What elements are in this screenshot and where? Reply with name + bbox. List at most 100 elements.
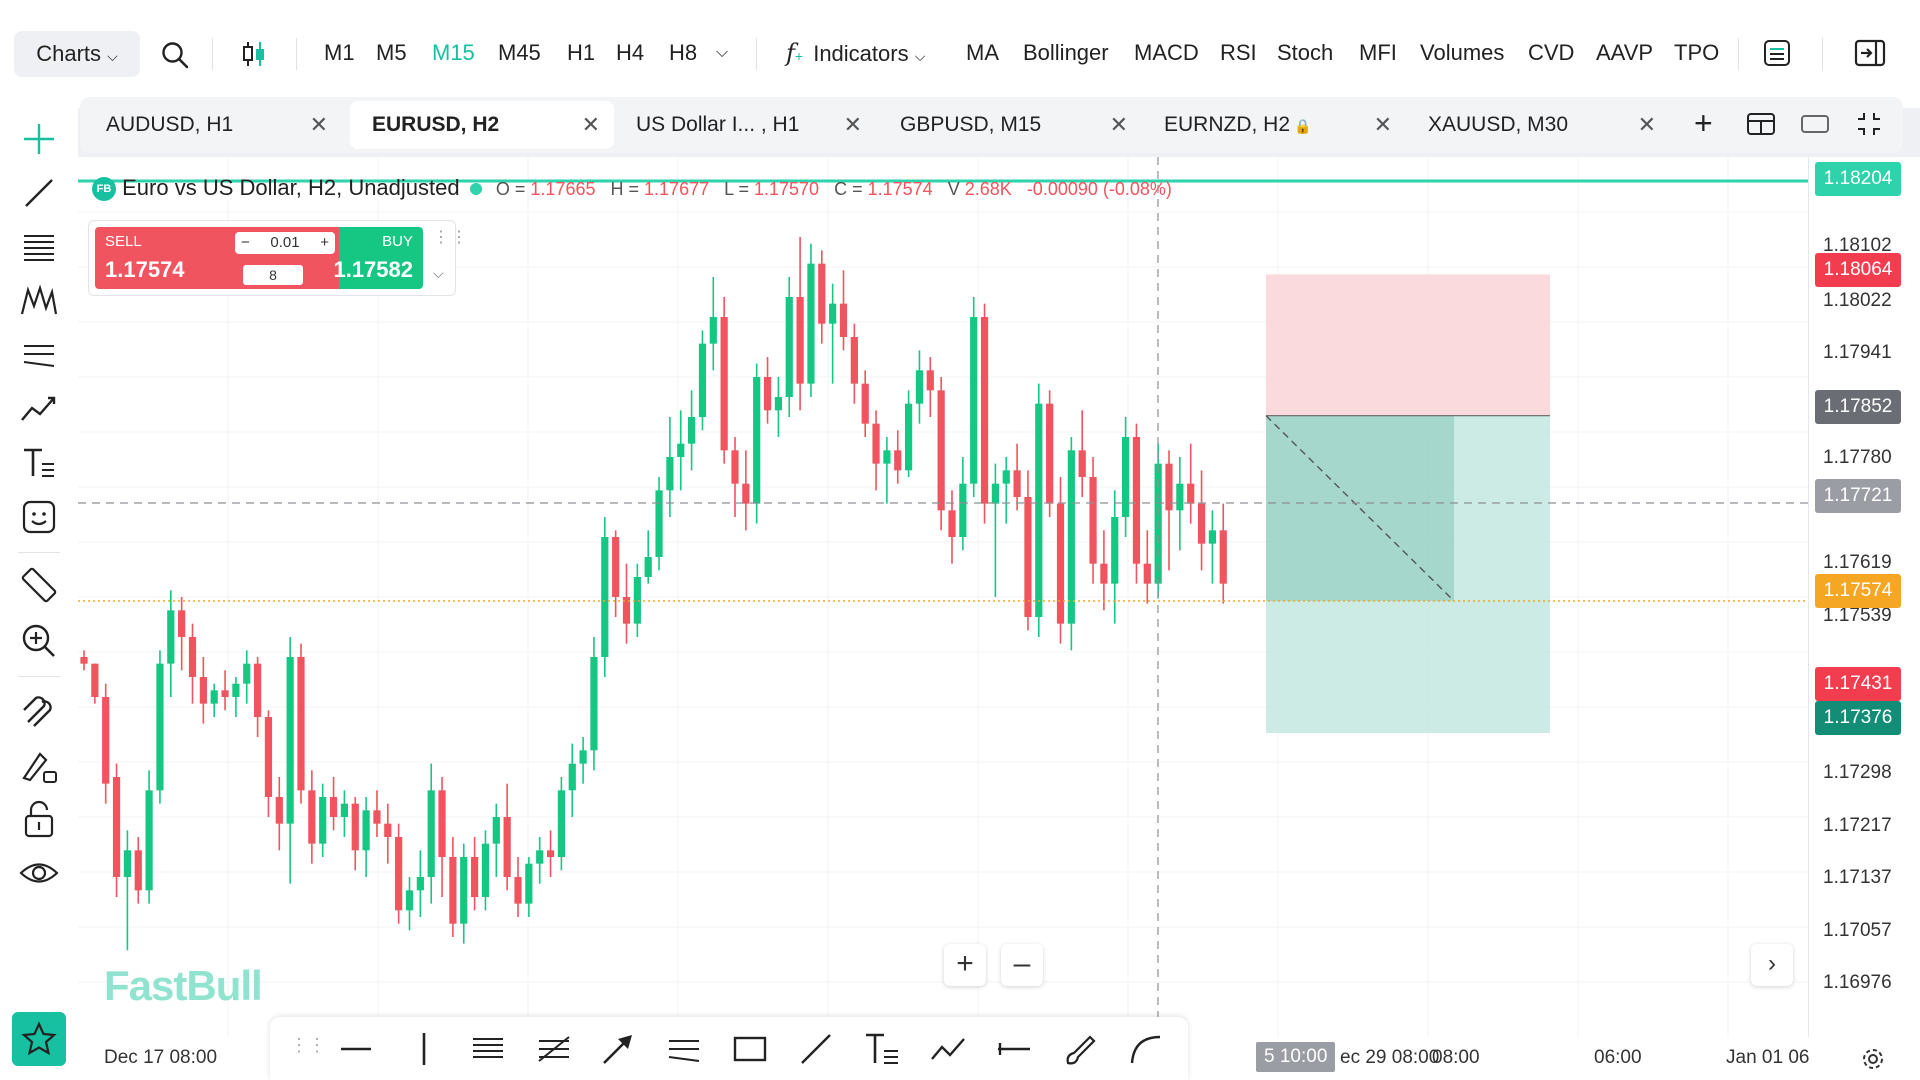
candle-body <box>1208 530 1216 544</box>
vertical-line-icon[interactable] <box>406 1031 442 1067</box>
stop-loss-price-badge: 1.18064 <box>1815 253 1901 287</box>
fibonacci-icon[interactable] <box>470 1031 506 1067</box>
tab-audusd-h1[interactable]: AUDUSD, H1 ✕ <box>84 101 342 149</box>
tab-eurnzd-h2[interactable]: EURNZD, H2 🔒 ✕ <box>1142 101 1406 149</box>
timeframe-h8[interactable]: H8 <box>669 40 698 65</box>
indicator-mfi[interactable]: MFI <box>1359 40 1397 65</box>
tab-label: EURNZD, H2 <box>1164 113 1291 136</box>
indicator-macd[interactable]: MACD <box>1134 40 1199 65</box>
favorites-button[interactable] <box>12 1012 66 1066</box>
path-icon[interactable] <box>930 1031 966 1067</box>
tab-us-dollar-index-h1[interactable]: US Dollar I... , H1 ✕ <box>614 101 876 149</box>
trend-line-icon[interactable] <box>798 1031 834 1067</box>
chart-area[interactable]: FB Euro vs US Dollar, H2, Unadjusted O =… <box>78 157 1808 1037</box>
lot-stepper[interactable]: − 0.01 + <box>235 232 335 254</box>
zoom-in-button[interactable]: + <box>944 944 986 986</box>
text-tool-icon[interactable] <box>864 1031 900 1067</box>
candle-body <box>991 483 999 504</box>
path-icon[interactable] <box>16 386 62 432</box>
tab-gbpusd-m15[interactable]: GBPUSD, M15 ✕ <box>878 101 1142 149</box>
emoji-sticker-icon[interactable] <box>16 494 62 540</box>
scroll-right-button[interactable]: › <box>1751 944 1793 986</box>
buy-button[interactable]: BUY 1.17582 <box>333 227 423 289</box>
minus-icon[interactable]: − <box>241 234 250 251</box>
candle-body <box>1024 497 1032 617</box>
sell-button[interactable]: SELL 1.17574 <box>95 227 229 289</box>
chevron-down-icon[interactable]: ⌵ <box>433 265 444 281</box>
indicators-button[interactable]: f+ Indicators ⌵ <box>786 39 926 67</box>
timeframe-h1[interactable]: H1 <box>567 40 596 65</box>
high-label: H = <box>610 179 640 199</box>
search-icon[interactable] <box>160 40 190 70</box>
red-price-badge: 1.17431 <box>1815 667 1901 701</box>
unlock-icon[interactable] <box>16 796 62 842</box>
indicator-volumes[interactable]: Volumes <box>1420 40 1505 65</box>
candle-body <box>416 877 424 891</box>
price-label: 1.17941 <box>1823 342 1892 363</box>
brush-icon[interactable] <box>1062 1031 1098 1067</box>
timeframes-more-chevron-icon[interactable]: ⌵ <box>716 44 729 61</box>
indicator-stoch[interactable]: Stoch <box>1277 40 1334 65</box>
close-icon[interactable]: ✕ <box>1373 112 1392 137</box>
parallel-channel-icon[interactable] <box>666 1031 702 1067</box>
zoom-out-button[interactable]: – <box>1001 944 1043 986</box>
candle-body <box>1067 450 1075 624</box>
pattern-icon[interactable] <box>16 278 62 324</box>
plus-icon[interactable]: + <box>320 234 329 251</box>
lock-drawing-icon[interactable] <box>16 742 62 788</box>
split-layout-icon[interactable] <box>1746 111 1776 137</box>
rectangle-icon[interactable] <box>732 1031 768 1067</box>
close-icon[interactable]: ✕ <box>843 112 862 137</box>
price-axis[interactable]: 1.18102 1.18022 1.17941 1.17780 1.17619 … <box>1808 157 1920 1037</box>
crosshair-icon[interactable] <box>16 116 62 162</box>
timeframe-m45[interactable]: M45 <box>498 40 541 65</box>
arrow-icon[interactable] <box>600 1031 636 1067</box>
indicator-rsi[interactable]: RSI <box>1220 40 1257 65</box>
drag-handle-icon[interactable]: ⋮⋮ <box>290 1035 326 1055</box>
layout-list-icon[interactable] <box>1762 38 1792 68</box>
timeframe-h4[interactable]: H4 <box>616 40 645 65</box>
indicator-bollinger[interactable]: Bollinger <box>1023 40 1109 65</box>
fibonacci-icon[interactable] <box>16 224 62 270</box>
price-label: 1.18102 <box>1823 235 1892 256</box>
add-tab-icon[interactable]: + <box>1694 105 1713 141</box>
close-icon[interactable]: ✕ <box>1109 112 1128 137</box>
candle-body <box>1165 463 1173 511</box>
channel-icon[interactable] <box>16 332 62 378</box>
tab-eurusd-h2[interactable]: EURUSD, H2 ✕ <box>350 101 614 149</box>
candle-body <box>720 317 728 451</box>
single-layout-icon[interactable] <box>1800 111 1830 137</box>
magnet-icon[interactable] <box>16 688 62 734</box>
eye-icon[interactable] <box>16 850 62 896</box>
fullscreen-icon[interactable] <box>1856 111 1882 137</box>
indicator-tpo[interactable]: TPO <box>1674 40 1720 65</box>
tab-label: US Dollar I... , H1 <box>636 113 800 136</box>
timeframe-m5[interactable]: M5 <box>376 40 407 65</box>
zoom-in-icon[interactable] <box>16 618 62 664</box>
arc-icon[interactable] <box>1128 1031 1164 1067</box>
drag-handle-icon[interactable]: ⋮⋮ <box>433 229 469 246</box>
close-icon[interactable]: ✕ <box>1637 112 1656 137</box>
sidebar-divider <box>18 552 60 553</box>
trend-line-icon[interactable] <box>16 170 62 216</box>
close-icon[interactable]: ✕ <box>581 112 600 137</box>
horizontal-line-icon[interactable] <box>338 1031 374 1067</box>
indicator-aavp[interactable]: AAVP <box>1596 40 1654 65</box>
timeframe-m1[interactable]: M1 <box>324 40 355 65</box>
ray-icon[interactable] <box>996 1031 1032 1067</box>
text-tool-icon[interactable] <box>16 440 62 486</box>
indicator-cvd[interactable]: CVD <box>1528 40 1575 65</box>
ruler-icon[interactable] <box>16 562 62 608</box>
collapse-panel-icon[interactable] <box>1854 38 1886 68</box>
indicator-ma[interactable]: MA <box>966 40 999 65</box>
charts-menu-button[interactable]: Charts ⌵ <box>14 31 140 77</box>
symbol-title[interactable]: Euro vs US Dollar, H2, Unadjusted <box>122 175 460 200</box>
timeframe-m15[interactable]: M15 <box>432 40 475 65</box>
tab-xauusd-m30[interactable]: XAUUSD, M30 ✕ <box>1406 101 1670 149</box>
fib-fan-icon[interactable] <box>536 1031 572 1067</box>
candlestick-type-icon[interactable] <box>240 39 268 69</box>
candle-body <box>948 510 956 537</box>
close-icon[interactable]: ✕ <box>309 112 328 137</box>
settings-gear-icon[interactable] <box>1860 1046 1886 1072</box>
price-chart[interactable] <box>78 157 1808 1037</box>
